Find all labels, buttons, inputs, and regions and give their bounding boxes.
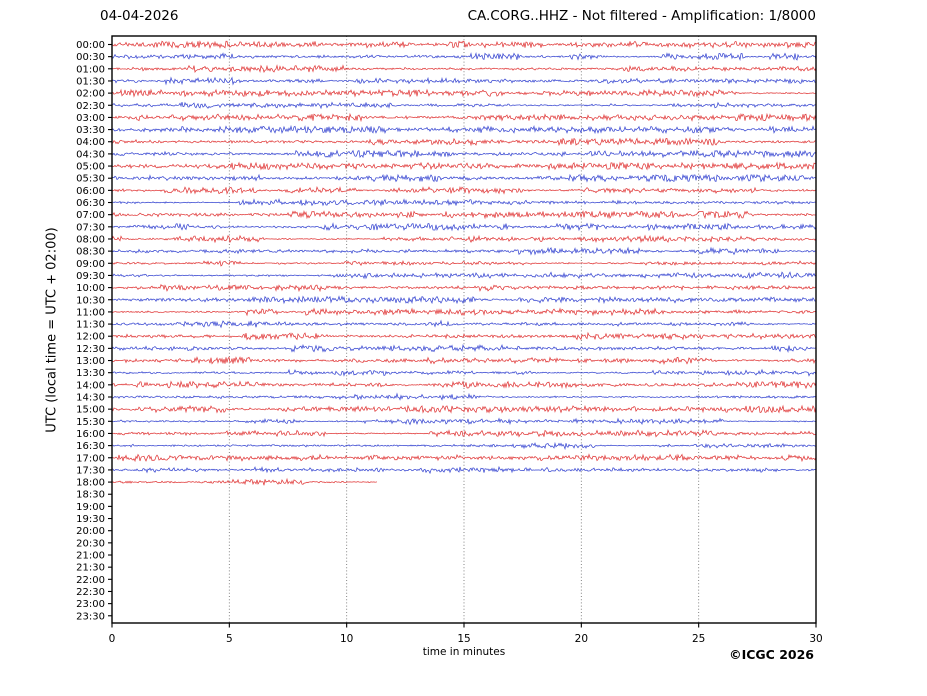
y-tick-label: 13:30 bbox=[76, 368, 105, 379]
y-tick-label: 06:30 bbox=[76, 198, 105, 209]
seismic-trace-1500 bbox=[111, 404, 817, 414]
y-tick-label: 23:30 bbox=[76, 611, 105, 622]
y-tick-label: 17:00 bbox=[76, 453, 105, 464]
y-tick-label: 23:00 bbox=[76, 599, 105, 610]
y-tick-label: 12:30 bbox=[76, 344, 105, 355]
y-tick-label: 04:30 bbox=[76, 149, 105, 160]
y-tick-label: 07:30 bbox=[76, 222, 105, 233]
seismic-trace-0030 bbox=[111, 51, 817, 61]
y-tick-label: 22:00 bbox=[76, 575, 105, 586]
date-title: 04-04-2026 bbox=[100, 8, 179, 24]
x-axis-label: time in minutes bbox=[422, 646, 506, 658]
seismic-trace-0000 bbox=[111, 40, 817, 50]
y-tick-label: 18:00 bbox=[76, 478, 105, 489]
x-tick-label: 5 bbox=[226, 633, 233, 645]
y-tick-label: 03:30 bbox=[76, 125, 105, 136]
seismic-trace-1130 bbox=[111, 319, 817, 329]
seismic-trace-0530 bbox=[111, 173, 817, 183]
y-tick-label: 05:30 bbox=[76, 174, 105, 185]
seismic-trace-0500 bbox=[111, 161, 817, 171]
y-tick-label: 15:00 bbox=[76, 405, 105, 416]
seismic-trace-1430 bbox=[111, 392, 817, 401]
seismic-trace-1200 bbox=[111, 331, 817, 341]
seismic-trace-0300 bbox=[111, 112, 817, 123]
seismic-trace-0700 bbox=[111, 210, 817, 220]
seismic-trace-0930 bbox=[111, 271, 817, 280]
y-tick-label: 14:00 bbox=[76, 380, 105, 391]
seismic-trace-0330 bbox=[111, 124, 817, 135]
y-tick-label: 19:30 bbox=[76, 514, 105, 525]
y-tick-label: 04:00 bbox=[76, 137, 105, 148]
y-tick-label: 22:30 bbox=[76, 587, 105, 598]
station-title: CA.CORG..HHZ - Not filtered - Amplificat… bbox=[467, 8, 816, 24]
seismic-trace-1100 bbox=[111, 307, 817, 317]
y-tick-label: 08:00 bbox=[76, 234, 105, 245]
y-tick-label: 10:30 bbox=[76, 295, 105, 306]
seismic-trace-1230 bbox=[111, 343, 817, 354]
seismic-trace-1700 bbox=[111, 453, 817, 463]
y-tick-label: 19:00 bbox=[76, 502, 105, 513]
y-tick-label: 11:30 bbox=[76, 320, 105, 331]
y-tick-label: 01:30 bbox=[76, 76, 105, 87]
y-tick-label: 16:00 bbox=[76, 429, 105, 440]
plot-border bbox=[111, 35, 817, 624]
seismic-trace-0400 bbox=[111, 137, 817, 147]
y-tick-label: 21:00 bbox=[76, 551, 105, 562]
x-tick-label: 25 bbox=[692, 633, 705, 645]
y-tick-label: 08:30 bbox=[76, 247, 105, 258]
seismic-trace-1030 bbox=[111, 295, 817, 305]
y-tick-label: 05:00 bbox=[76, 162, 105, 173]
y-tick-label: 00:00 bbox=[76, 40, 105, 51]
seismic-trace-1330 bbox=[111, 368, 817, 377]
y-tick-label: 17:30 bbox=[76, 465, 105, 476]
seismic-trace-1630 bbox=[111, 441, 817, 451]
y-tick-label: 01:00 bbox=[76, 64, 105, 75]
x-tick-label: 0 bbox=[109, 633, 116, 645]
seismic-trace-0630 bbox=[111, 198, 817, 207]
seismic-trace-0900 bbox=[111, 259, 817, 267]
x-tick-label: 10 bbox=[340, 633, 353, 645]
y-tick-label: 16:30 bbox=[76, 441, 105, 452]
y-tick-label: 03:00 bbox=[76, 113, 105, 124]
seismic-trace-1000 bbox=[111, 283, 817, 293]
y-tick-label: 02:30 bbox=[76, 101, 105, 112]
y-tick-label: 15:30 bbox=[76, 417, 105, 428]
seismic-trace-0730 bbox=[111, 222, 817, 232]
seismic-trace-0800 bbox=[111, 234, 817, 244]
seismic-trace-1400 bbox=[111, 380, 817, 390]
seismic-trace-1600 bbox=[111, 428, 817, 438]
seismic-trace-0130 bbox=[111, 76, 817, 86]
seismic-trace-0600 bbox=[111, 185, 817, 195]
y-tick-label: 12:00 bbox=[76, 332, 105, 343]
y-tick-label: 09:30 bbox=[76, 271, 105, 282]
seismic-trace-0200 bbox=[111, 88, 817, 98]
y-tick-label: 09:00 bbox=[76, 259, 105, 270]
seismic-trace-1300 bbox=[111, 356, 817, 365]
seismic-trace-1530 bbox=[111, 417, 817, 426]
copyright-text: ©ICGC 2026 bbox=[729, 647, 814, 662]
seismic-trace-1800 bbox=[111, 477, 378, 486]
seismic-trace-0230 bbox=[111, 101, 817, 110]
y-tick-label: 07:00 bbox=[76, 210, 105, 221]
x-tick-label: 20 bbox=[575, 633, 588, 645]
x-tick-label: 30 bbox=[809, 633, 822, 645]
seismic-trace-1730 bbox=[111, 465, 817, 475]
y-tick-label: 00:30 bbox=[76, 52, 105, 63]
y-tick-label: 21:30 bbox=[76, 563, 105, 574]
y-tick-label: 10:00 bbox=[76, 283, 105, 294]
x-tick-label: 15 bbox=[457, 633, 470, 645]
y-tick-label: 02:00 bbox=[76, 89, 105, 100]
seismic-trace-0100 bbox=[111, 64, 817, 73]
y-tick-label: 18:30 bbox=[76, 490, 105, 501]
y-tick-label: 14:30 bbox=[76, 392, 105, 403]
y-tick-label: 20:00 bbox=[76, 526, 105, 537]
y-tick-label: 13:00 bbox=[76, 356, 105, 367]
y-tick-label: 06:00 bbox=[76, 186, 105, 197]
seismic-trace-0830 bbox=[111, 246, 817, 256]
y-tick-label: 11:00 bbox=[76, 307, 105, 318]
seismic-trace-0430 bbox=[111, 149, 817, 159]
y-tick-label: 20:30 bbox=[76, 538, 105, 549]
